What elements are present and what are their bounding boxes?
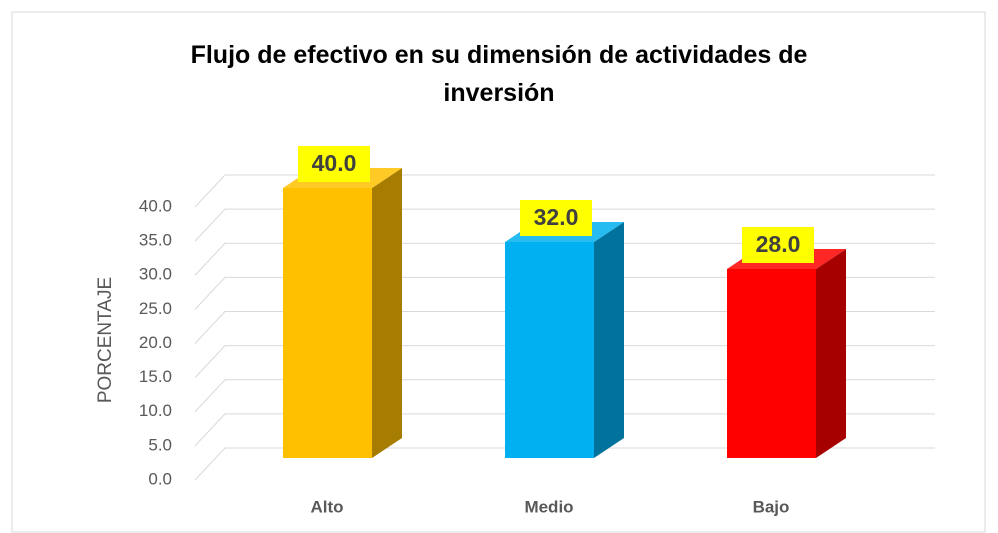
y-tick-label: 30.0 (139, 265, 172, 284)
y-tick-label: 10.0 (139, 401, 172, 420)
bar (727, 249, 846, 458)
y-tick-label: 15.0 (139, 367, 172, 386)
grid-line (194, 276, 935, 310)
y-axis-label: PORCENTAJE (95, 277, 116, 403)
y-tick-label: 0.0 (148, 469, 172, 488)
x-tick-label: Alto (310, 497, 343, 516)
grid-line (194, 242, 935, 276)
grid-line (194, 311, 935, 344)
grid-line (194, 447, 935, 481)
chart-title: Flujo de efectivo en su dimensión de act… (190, 41, 808, 107)
bar-side (594, 222, 624, 458)
bar (283, 168, 402, 458)
value-label: 40.0 (312, 150, 357, 176)
value-label-box (298, 146, 370, 182)
y-tick-label: 40.0 (139, 196, 172, 215)
y-tick-label: 20.0 (139, 333, 172, 352)
value-label-box (520, 200, 592, 236)
value-label: 32.0 (534, 204, 579, 230)
bar-front (727, 269, 816, 458)
x-tick-label: Medio (524, 497, 573, 516)
bar-front (505, 242, 594, 458)
grid-line (194, 413, 935, 447)
bar-front (283, 188, 372, 458)
grid-line (194, 345, 935, 378)
grid-line (194, 174, 935, 208)
y-tick-label: 25.0 (139, 299, 172, 318)
value-label-box (742, 227, 814, 263)
value-label: 28.0 (756, 231, 801, 257)
bar-side (816, 249, 846, 458)
y-tick-label: 5.0 (148, 435, 172, 454)
x-tick-label: Bajo (753, 497, 790, 516)
bar (505, 222, 624, 458)
y-tick-label: 35.0 (139, 231, 172, 250)
grid-line (194, 379, 935, 413)
bar-side (372, 168, 402, 458)
grid-line (194, 208, 935, 242)
